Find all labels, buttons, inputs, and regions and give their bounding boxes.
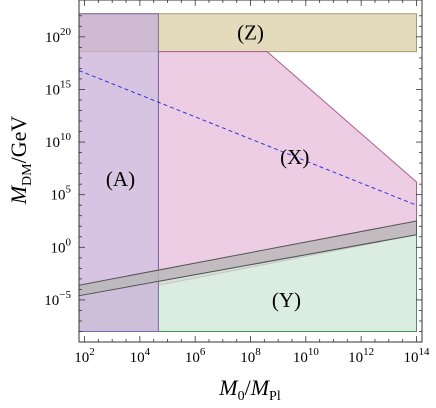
y-tick-label: 1015 [45, 78, 72, 98]
region-label-z: (Z) [237, 21, 264, 45]
x-axis-ticks: 102 104 106 108 1010 1012 1014 [74, 0, 430, 366]
x-tick-label: 1014 [403, 346, 430, 366]
x-tick-label: 106 [185, 346, 206, 366]
y-axis-label: MDM/GeV [6, 116, 35, 206]
y-tick-label: 100 [51, 236, 72, 256]
y-tick-label: 10−5 [44, 289, 71, 309]
dashed-line-0 [78, 70, 417, 206]
x-tick-label: 108 [240, 346, 261, 366]
y-axis-ticks: 10−5 100 105 1010 1015 1020 [44, 15, 422, 332]
y-tick-label: 1010 [45, 131, 72, 151]
y-tick-label: 105 [51, 184, 72, 204]
plot-area [78, 13, 417, 332]
region-label-x: (X) [280, 145, 309, 169]
x-axis-label: M0/MPl [218, 375, 281, 404]
region-label-a: (A) [106, 167, 135, 191]
x-tick-label: 102 [74, 346, 95, 366]
y-tick-label: 1020 [45, 26, 72, 46]
region-labels: (Z) (X) (Y) (A) [106, 21, 309, 312]
x-tick-label: 1012 [348, 346, 374, 366]
x-tick-label: 1010 [293, 346, 320, 366]
x-tick-label: 104 [130, 346, 151, 366]
region-label-y: (Y) [272, 288, 301, 312]
